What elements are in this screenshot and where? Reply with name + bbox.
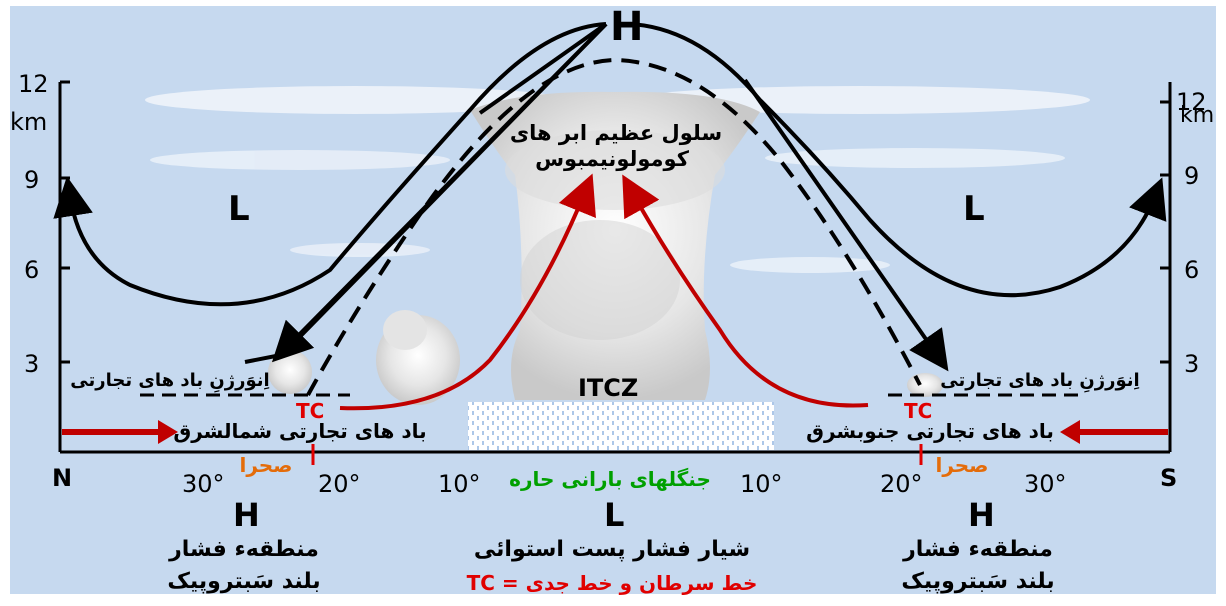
cloud-label-line1: سلول عظیم ابر های [510, 121, 722, 145]
lat-30-south: 30° [1024, 470, 1067, 498]
trade-inversion-right-label: اِنوَرژنِ باد های تجارتی [940, 370, 1140, 393]
alt-tick-3-right: 3 [1184, 350, 1199, 378]
low-pressure-center: L [604, 496, 624, 534]
desert-label-right: صحرا [935, 453, 988, 477]
cloud-label-line2: کومولونیمبوس [535, 147, 690, 171]
alt-tick-6-right: 6 [1184, 256, 1199, 284]
cumulonimbus-cloud [470, 91, 760, 401]
subtropic-north-line1: منطقهء فشار [168, 537, 319, 562]
equatorial-trough-label: شیار فشار پست استوائی [474, 537, 750, 562]
altitude-axis-right [1160, 82, 1172, 452]
subtropic-south-line1: منطقهء فشار [902, 537, 1053, 562]
trade-wind-se-label: باد های تجارتی جنوبشرق [806, 419, 1054, 443]
high-pressure-south: H [968, 496, 995, 534]
alt-tick-9-left: 9 [24, 166, 39, 194]
south-label: S [1160, 464, 1177, 492]
lat-30-north: 30° [182, 470, 225, 498]
itcz-label: ITCZ [578, 374, 638, 402]
alt-tick-9-right: 9 [1184, 162, 1199, 190]
alt-unit-left: km [10, 108, 47, 136]
alt-tick-3-left: 3 [24, 350, 39, 378]
dashed-circulation [306, 57, 922, 396]
subtropic-south-line2: بلند سَبتروپیک [901, 569, 1054, 594]
alt-tick-12-right: 12 [1176, 88, 1207, 116]
subtropic-north-line2: بلند سَبتروپیک [167, 569, 320, 594]
alt-tick-12-left: 12 [18, 70, 49, 98]
rising-air-arrows [339, 173, 869, 411]
trade-inversion-left-label: اِنوَرژنِ باد های تجارتی [70, 370, 270, 393]
upper-cloud-wisps [145, 86, 1090, 273]
north-label: N [52, 464, 72, 492]
circulation-arrows [53, 22, 1167, 372]
high-pressure-top: H [610, 4, 643, 50]
desert-label-left: صحرا [239, 453, 292, 477]
tc-label-left: TC [296, 399, 324, 423]
rainforest-label: جنگلهای بارانی حاره [509, 467, 711, 491]
lat-20-south: 20° [880, 470, 923, 498]
high-pressure-north: H [233, 496, 260, 534]
rainforest-band [468, 402, 774, 450]
alt-unit-right: km [1180, 103, 1214, 128]
lat-20-north: 20° [318, 470, 361, 498]
alt-tick-6-left: 6 [24, 256, 39, 284]
altitude-axis-left [58, 80, 70, 452]
low-pressure-left: L [228, 189, 250, 229]
low-pressure-right: L [963, 189, 985, 229]
lat-10-south: 10° [740, 470, 783, 498]
tc-legend: TC = خط سرطان و خط جدی [467, 571, 758, 595]
tc-label-right: TC [904, 399, 932, 423]
trade-wind-ne-label: باد های تجارتی شمالشرق [173, 419, 426, 443]
lat-10-north: 10° [438, 470, 481, 498]
surface-trade-arrows [62, 420, 1168, 444]
